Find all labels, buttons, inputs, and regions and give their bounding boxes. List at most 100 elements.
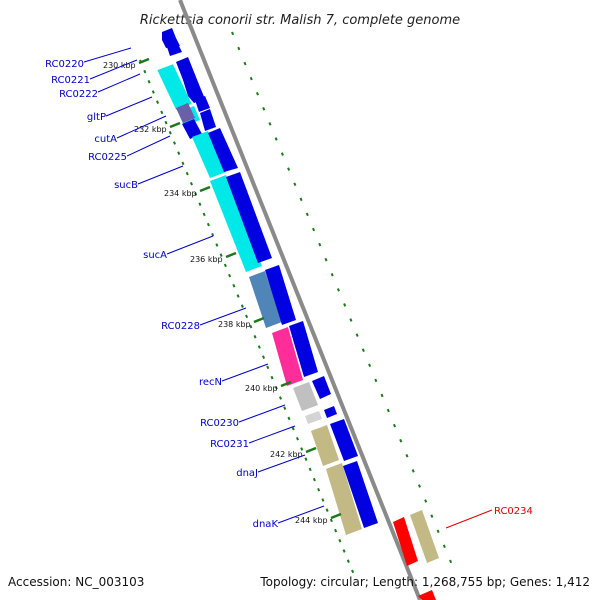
gene-label[interactable]: RC0222	[59, 89, 98, 100]
inner-ring-dot	[223, 263, 227, 268]
outer-ring-dot	[449, 559, 453, 564]
cds-RC0222-arrow[interactable]	[176, 57, 205, 103]
feature-RC0228-steelblue[interactable]	[249, 271, 282, 328]
inner-ring-dot	[228, 273, 232, 278]
feature-RC0234-olive[interactable]	[410, 510, 439, 563]
tick-mark	[138, 57, 150, 65]
outer-ring-dot	[424, 499, 428, 503]
inner-ring-dot	[160, 110, 164, 115]
inner-ring-dot	[206, 222, 210, 227]
outer-ring-dot	[274, 137, 278, 141]
gene-label[interactable]: RC0228	[161, 321, 200, 332]
tick-mark	[225, 251, 237, 259]
outer-ring-dot	[249, 76, 253, 81]
feature-gltP-purple[interactable]	[176, 103, 195, 123]
cds-sucB-arrow[interactable]	[226, 172, 272, 263]
gene-leader-line	[248, 425, 296, 444]
cds-RC0230-arrow[interactable]	[324, 406, 337, 418]
inner-ring-dot	[168, 131, 172, 135]
cds-recN-arrow[interactable]	[312, 376, 331, 399]
inner-ring-dot	[334, 528, 338, 533]
tick-mark	[330, 512, 342, 520]
inner-ring-dot	[156, 100, 160, 104]
inner-ring-dot	[177, 151, 181, 155]
outer-ring-dot	[243, 61, 247, 66]
cds-cutA-arrow[interactable]	[200, 109, 216, 131]
feature-RC0225-cyan[interactable]	[192, 131, 226, 178]
outer-ring-dot	[417, 484, 421, 488]
outer-ring-dot	[442, 544, 446, 549]
gene-leader-line	[277, 505, 325, 524]
outer-ring-dot	[255, 91, 259, 96]
gene-label[interactable]: RC0234	[494, 506, 533, 517]
cds-RC0220-arrow-2[interactable]	[166, 40, 182, 56]
feature-RC0230-lightgrey[interactable]	[305, 411, 322, 424]
feature-recN-magenta[interactable]	[272, 327, 303, 386]
gene-label[interactable]: RC0220	[45, 59, 84, 70]
cds-RC0231-arrow[interactable]	[330, 419, 358, 461]
cds-sucA-arrow[interactable]	[265, 265, 296, 325]
inner-ring-dot	[304, 457, 308, 461]
gene-label[interactable]: dnaJ	[236, 468, 258, 479]
cds-gltP-arrow[interactable]	[195, 96, 210, 112]
tick-label: 236 kbp	[190, 255, 223, 264]
feature-dnaJ-olive[interactable]	[311, 425, 339, 466]
feature-sucB-cyan[interactable]	[210, 175, 262, 272]
feature-dnaK-olive[interactable]	[326, 463, 362, 535]
gene-label[interactable]: sucB	[114, 180, 138, 191]
tick-mark	[199, 185, 211, 193]
gene-leader-line	[89, 59, 138, 80]
gene-label[interactable]: RC0230	[200, 418, 239, 429]
gene-label[interactable]: RC0231	[210, 439, 249, 450]
genome-summary-text: Topology: circular; Length: 1,268,755 bp…	[259, 575, 590, 589]
inner-ring-dot	[342, 549, 346, 553]
outer-ring-dot	[324, 257, 328, 262]
inner-ring-dot	[295, 437, 299, 441]
outer-ring-dot	[231, 31, 235, 36]
cds-dnaJ-arrow[interactable]	[343, 461, 378, 528]
feature-bottom-red[interactable]	[418, 590, 436, 600]
feature-RC0221-cyan[interactable]	[156, 63, 193, 111]
inner-ring-dot	[338, 539, 342, 543]
inner-ring-dot	[240, 304, 244, 308]
tick-labels: 230 kbp 232 kbp 234 kbp 236 kbp 238 kbp 240 k…	[103, 57, 342, 525]
cds-RC0225-arrow[interactable]	[208, 128, 238, 172]
tick-label: 238 kbp	[218, 320, 251, 329]
gene-label[interactable]: sucA	[143, 250, 167, 261]
gene-label[interactable]: recN	[199, 377, 222, 388]
gene-label[interactable]: RC0225	[88, 152, 127, 163]
feature-cutA-blue[interactable]	[182, 119, 202, 139]
inner-ring-dot	[274, 386, 278, 390]
features	[156, 28, 439, 600]
feature-RC0230-grey[interactable]	[293, 382, 318, 411]
tick-label: 230 kbp	[103, 61, 136, 70]
gene-label[interactable]: RC0221	[51, 75, 90, 86]
feature-RC0234-red[interactable]	[393, 517, 418, 566]
cds-RC0228-arrow[interactable]	[289, 321, 318, 377]
inner-ring-dot	[189, 182, 193, 186]
inner-ring-dot	[329, 518, 333, 523]
inner-ring-dot	[253, 335, 257, 339]
outer-ring-dot	[305, 212, 309, 217]
outer-ring-dot	[237, 46, 241, 51]
outer-ring-dot	[268, 122, 272, 126]
inner-ring-dot	[266, 365, 270, 370]
gene-label[interactable]: cutA	[94, 134, 117, 145]
outer-dotted-ring	[231, 31, 453, 564]
gene-label[interactable]: gltP	[87, 112, 106, 123]
inner-ring-dot	[287, 416, 291, 421]
outer-ring-dot	[361, 348, 365, 352]
gene-leader-line	[257, 454, 306, 473]
inner-ring-dot	[143, 69, 147, 74]
gene-label[interactable]: dnaK	[253, 519, 279, 530]
outer-ring-dot	[312, 227, 316, 232]
outer-ring-dot	[336, 288, 340, 292]
outer-ring-dot	[436, 529, 440, 533]
genome-title: Rickettsia conorii str. Malish 7, comple…	[140, 13, 460, 28]
outer-ring-dot	[318, 242, 322, 247]
outer-ring-dot	[349, 318, 353, 322]
gene-leader-line	[97, 73, 141, 93]
gene-leader-line	[445, 509, 493, 529]
inner-ring-dot	[172, 141, 176, 145]
outer-ring-dot	[330, 272, 334, 277]
